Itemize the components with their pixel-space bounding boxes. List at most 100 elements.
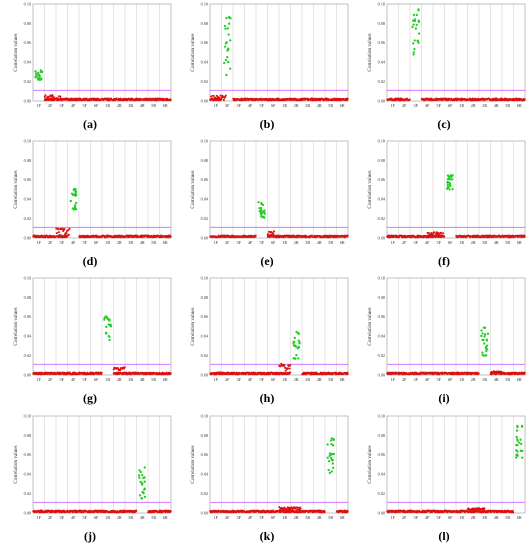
x-tick-label: 1F xyxy=(391,240,396,245)
data-point-above xyxy=(417,9,420,12)
data-point-above xyxy=(105,325,108,329)
data-point-above xyxy=(448,178,452,181)
x-tick-label: 3R xyxy=(128,515,133,520)
x-tick-label: 1R xyxy=(459,377,464,382)
data-point-below xyxy=(220,98,223,101)
x-tick-label: 4F xyxy=(71,103,76,108)
data-point-above xyxy=(293,357,296,360)
data-point-above xyxy=(446,183,449,186)
data-point-below xyxy=(215,99,218,102)
x-tick-label: 3R xyxy=(305,103,310,108)
data-point-above xyxy=(108,318,111,321)
x-tick-label: 2R xyxy=(117,377,122,382)
x-tick-label: 3F xyxy=(237,377,242,382)
data-point-above xyxy=(74,208,78,211)
data-point-above xyxy=(292,340,295,343)
x-tick-label: 1R xyxy=(282,377,287,382)
data-point-above xyxy=(225,16,228,20)
x-tick-label: 1F xyxy=(37,377,42,382)
data-point-above xyxy=(481,351,484,354)
data-point-below xyxy=(60,234,64,238)
data-point-above xyxy=(483,342,486,345)
data-point-above xyxy=(417,19,420,22)
data-point-below xyxy=(432,231,436,234)
x-tick-label: 6R xyxy=(517,377,522,382)
x-tick-label: 3F xyxy=(237,103,242,108)
data-point-below xyxy=(288,367,291,370)
x-tick-label: 5R xyxy=(328,240,333,245)
x-tick-label: 2F xyxy=(48,103,53,108)
x-tick-label: 4F xyxy=(248,240,253,245)
x-tick-label: 4F xyxy=(71,377,76,382)
x-tick-label: 4R xyxy=(494,103,499,108)
x-tick-label: 5R xyxy=(505,377,510,382)
panel-label: (e) xyxy=(260,254,274,268)
data-point-above xyxy=(260,208,263,212)
x-tick-label: 4F xyxy=(425,240,430,245)
data-point-above xyxy=(260,211,264,214)
x-tick-label: 2R xyxy=(294,103,299,108)
x-tick-label: 2F xyxy=(225,240,230,245)
data-point-below xyxy=(63,227,66,231)
data-point-above xyxy=(109,324,112,328)
chart-panel-f: 0.00 0.02 0.04 0.06 0.08 0.10 1F 2F 3F 4F 5F 6F 1R 2R… xyxy=(359,137,529,273)
y-tick-label: 0.10 xyxy=(378,138,385,143)
data-point-below xyxy=(219,94,222,97)
data-point-below xyxy=(346,373,349,376)
x-tick-label: 6F xyxy=(94,240,99,245)
x-tick-label: 4F xyxy=(248,103,253,108)
x-tick-label: 3R xyxy=(305,240,310,245)
x-tick-label: 5R xyxy=(505,103,510,108)
chart-panel-d: 0.00 0.02 0.04 0.06 0.08 0.10 1F 2F 3F 4F 5F 6F 1R 2R… xyxy=(5,137,175,273)
data-point-below xyxy=(57,228,60,231)
y-axis-label: Correlation values xyxy=(190,33,196,71)
data-point-above xyxy=(223,45,227,48)
x-tick-label: 4R xyxy=(140,377,145,382)
data-point-above xyxy=(417,32,421,35)
data-point-above xyxy=(413,19,417,23)
y-tick-label: 0.10 xyxy=(24,1,31,6)
data-point-above xyxy=(412,23,415,26)
y-tick-label: 0.10 xyxy=(378,1,385,6)
y-axis-label: Correlation values xyxy=(190,307,196,345)
data-point-above xyxy=(481,338,484,342)
data-point-above xyxy=(72,193,76,196)
y-tick-label: 0.08 xyxy=(24,158,31,163)
y-tick-label: 0.08 xyxy=(24,21,31,26)
y-tick-label: 0.06 xyxy=(201,40,208,45)
data-point-above xyxy=(74,190,78,194)
data-point-below xyxy=(117,367,120,370)
y-tick-label: 0.04 xyxy=(378,334,386,339)
data-point-above xyxy=(483,335,486,338)
y-axis-label: Correlation values xyxy=(13,170,19,208)
y-tick-label: 0.08 xyxy=(201,295,208,300)
data-point-above xyxy=(262,211,266,214)
data-point-below xyxy=(273,230,276,233)
y-tick-label: 0.06 xyxy=(378,177,385,182)
y-tick-label: 0.10 xyxy=(378,275,385,280)
x-tick-label: 1F xyxy=(37,103,42,108)
data-point-above xyxy=(258,206,261,210)
x-tick-label: 1R xyxy=(282,240,287,245)
data-point-above xyxy=(107,323,110,326)
x-tick-label: 5F xyxy=(260,240,265,245)
x-tick-label: 6F xyxy=(271,377,276,382)
data-point-above xyxy=(224,42,227,45)
panel-label: (i) xyxy=(438,391,450,405)
data-point-above xyxy=(483,354,486,357)
x-tick-label: 2R xyxy=(471,377,476,382)
x-tick-label: 3F xyxy=(414,240,419,245)
x-tick-label: 5R xyxy=(151,103,156,108)
chart-panel-b: 0.00 0.02 0.04 0.06 0.08 0.10 1F 2F 3F 4F 5F 6F 1R 2R… xyxy=(182,0,352,136)
y-axis-label: Correlation values xyxy=(367,33,373,71)
data-point-above xyxy=(446,174,450,177)
x-tick-label: 6R xyxy=(163,515,168,520)
data-point-below xyxy=(477,372,480,375)
x-tick-label: 4F xyxy=(425,103,430,108)
